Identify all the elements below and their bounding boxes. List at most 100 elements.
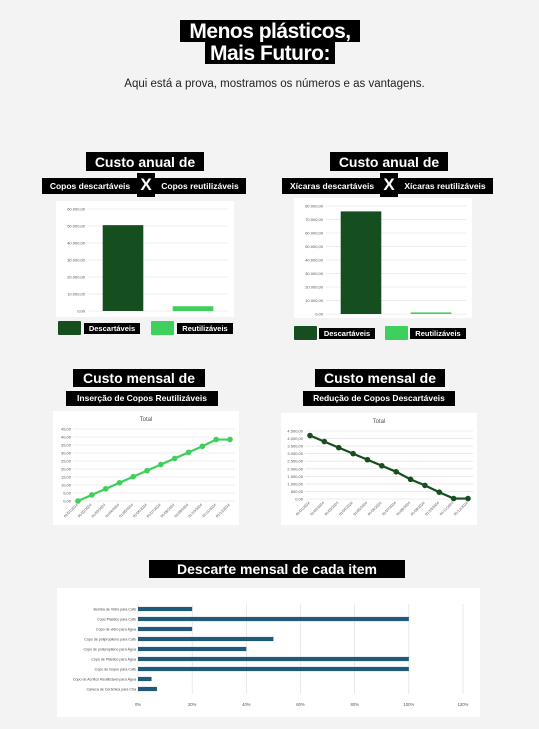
data-point (89, 492, 95, 498)
annual-cups-chart-card: 0,00 10.000,00 20.000,00 30.000,00 40.000,00… (56, 201, 234, 317)
category-label: Copo de Acrílico Reutilizável para Água (73, 677, 136, 681)
monthly-insert-line-chart: Total 0,00 5,00 10,00 15,00 20,00 25,00 30,00 35… (61, 417, 235, 519)
data-point (465, 495, 471, 502)
data-point (185, 449, 192, 456)
legend-label-descartaveis: Descartáveis (319, 328, 375, 339)
x-tick-label: 01/10/2024 (424, 501, 440, 517)
annual-mugs-heading: Custo anual de (330, 152, 448, 171)
data-point (335, 444, 342, 451)
series-line (77, 438, 230, 503)
series-line (309, 434, 468, 500)
monthly-reduce-subheading: Redução de Copos Descartáveis (303, 391, 455, 406)
bar-1 (172, 306, 214, 311)
bar-6 (138, 666, 409, 672)
data-point (116, 479, 123, 486)
x-tick-label: 01/08/2024 (396, 501, 412, 517)
data-point (450, 495, 457, 502)
discard-heading: Descarte mensal de cada item (149, 560, 405, 578)
bar-1 (138, 616, 409, 622)
x-tick-label: 120% (458, 702, 469, 707)
x-tick-label: 01/11/2024 (439, 501, 454, 516)
legend-swatch-descartaveis (58, 321, 81, 335)
y-tick-label: 50.000,00 (305, 244, 324, 249)
x-tick-label: 01/12/2024 (453, 501, 469, 517)
x-tick-label: 100% (403, 702, 414, 707)
bar-3 (138, 636, 274, 642)
x-tick-label: 60% (296, 702, 305, 707)
y-tick-label: 45,00 (61, 427, 72, 432)
x-tick-label: 01/04/2024 (338, 501, 354, 517)
y-tick-label: 20,00 (61, 467, 72, 472)
y-tick-label: 10,00 (61, 483, 72, 488)
x-tick-label: 0% (135, 702, 141, 707)
y-tick-label: 4.500,00 (287, 429, 303, 434)
category-label: Copo de polipropileno para Água (83, 647, 136, 651)
annual-cups-left-label: Copos descartáveis (42, 178, 138, 194)
data-point (158, 461, 164, 468)
data-point (199, 443, 206, 450)
y-tick-label: 20.000,00 (67, 275, 86, 280)
category-label: Copo Plástico para Café (97, 617, 136, 621)
legend-swatch-reutilizaveis (385, 326, 408, 340)
data-point (350, 450, 356, 457)
bar-0 (102, 225, 144, 311)
bar-7 (138, 676, 152, 682)
y-tick-label: 20.000,00 (305, 285, 324, 290)
y-tick-label: 25,00 (61, 459, 72, 464)
x-tick-label: 01/01/2024 (295, 501, 311, 517)
y-tick-label: 2.000,00 (287, 466, 303, 471)
annual-mugs-chart-card: 0,00 10.000,00 20.000,00 30.000,00 40.000,00… (294, 198, 472, 318)
x-tick-label: 80% (350, 702, 359, 707)
monthly-reduce-heading: Custo mensal de (315, 369, 445, 387)
monthly-insert-subheading: Inserção de Copos Reutilizáveis (66, 391, 218, 406)
bar-0 (340, 211, 382, 314)
y-tick-label: 80.000,00 (305, 204, 324, 209)
y-tick-label: 40.000,00 (305, 258, 324, 263)
y-tick-label: 60.000,00 (67, 207, 86, 212)
category-label: Copo de Plástico para Água (91, 657, 136, 661)
chart-title: Total (140, 417, 153, 423)
annual-cups-bar-chart: 0,00 10.000,00 20.000,00 30.000,00 40.000,00… (67, 207, 228, 314)
y-tick-label: 40.000,00 (67, 241, 86, 246)
bar-1 (410, 312, 452, 314)
bar-5 (138, 656, 409, 662)
data-point (422, 482, 428, 489)
category-label: Copo de polipropileno para Café (84, 637, 136, 641)
y-tick-label: 60.000,00 (305, 231, 324, 236)
data-point (75, 498, 81, 504)
data-point (227, 436, 233, 443)
legend-label-reutilizaveis: Reutilizáveis (177, 323, 233, 334)
bar-4 (138, 646, 247, 652)
monthly-insert-chart-card: Total 0,00 5,00 10,00 15,00 20,00 25,00 30,00 35… (53, 411, 239, 525)
category-label: Copo de vidro para Água (96, 627, 136, 631)
y-tick-label: 3.000,00 (287, 451, 303, 456)
data-point (436, 489, 443, 495)
x-tick-label: 01/12/2024 (215, 503, 231, 519)
legend-label-reutilizaveis: Reutilizáveis (410, 328, 466, 339)
page-title-line-2: Mais Futuro: (205, 42, 335, 64)
bar-0 (138, 606, 193, 612)
page-subtitle: Aqui está a prova, mostramos os números … (124, 78, 425, 90)
versus-x-mark: X (380, 173, 398, 197)
y-tick-label: 30.000,00 (67, 258, 86, 263)
data-point (321, 438, 328, 445)
data-point (130, 473, 137, 480)
y-tick-label: 4.000,00 (287, 436, 303, 441)
data-point (102, 486, 109, 492)
y-tick-label: 30,00 (61, 451, 72, 456)
x-tick-label: 40% (242, 702, 251, 707)
legend-swatch-descartaveis (294, 326, 317, 340)
bar-8 (138, 686, 157, 692)
category-label: Caneca de Cerâmica para Chá (86, 687, 136, 691)
monthly-insert-heading: Custo mensal de (73, 369, 205, 387)
page-title-line-1: Menos plásticos, (180, 20, 360, 42)
x-tick-label: 01/09/2024 (410, 501, 426, 517)
y-tick-label: 2.500,00 (287, 459, 303, 464)
y-tick-label: 1.000,00 (287, 481, 303, 486)
data-point (407, 476, 414, 483)
y-tick-label: 10.000,00 (305, 298, 324, 303)
annual-mugs-right-label: Xícaras reutilizáveis (397, 178, 493, 194)
y-tick-label: 0,00 (315, 312, 324, 317)
y-tick-label: 35,00 (61, 443, 72, 448)
x-tick-label: 01/06/2024 (367, 501, 383, 517)
